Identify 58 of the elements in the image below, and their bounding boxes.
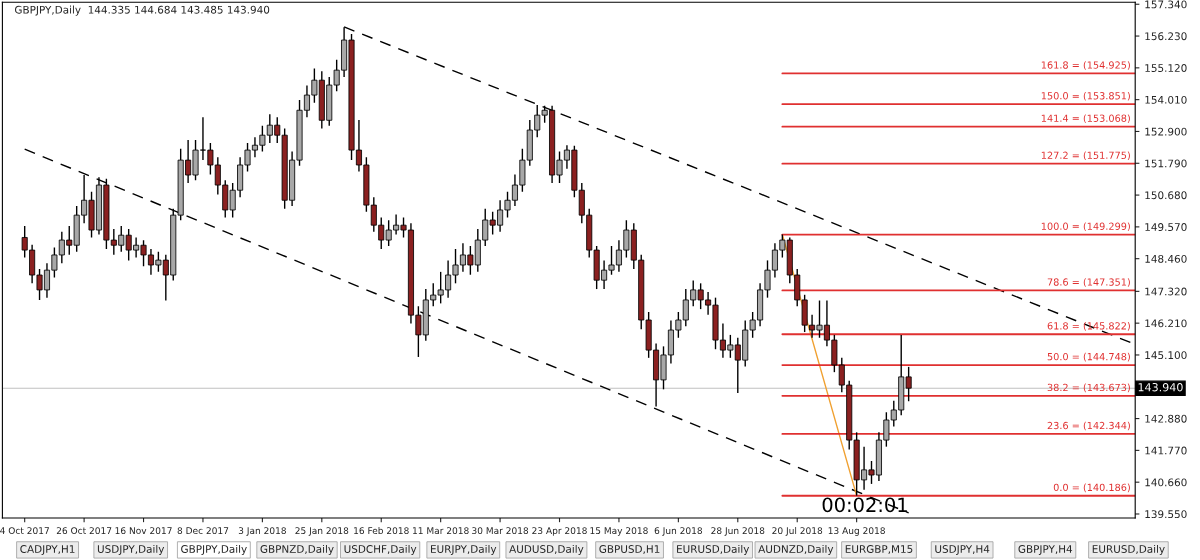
x-tick-label: 3 Jan 2018 [238,527,286,536]
y-tick-label: 147.320 [1145,287,1187,296]
ref-line-label: 23.6 = (142.344) [1047,421,1130,431]
x-tick-label: 16 Nov 2017 [115,527,172,535]
y-tick-label: 150.680 [1145,191,1187,200]
text: GBPJPY,Daily [181,544,247,555]
y-tick-label: 152.900 [1145,127,1187,136]
text: USDJPY,H4 [935,545,990,555]
x-tick-label: 4 Oct 2017 [0,527,49,535]
y-tick-label: 156.230 [1145,32,1187,41]
x-tick-label: 13 Aug 2018 [828,527,885,536]
x-tick-label: 20 Jul 2018 [772,527,823,536]
ref-line-label: 38.2 = (143.673) [1047,383,1130,393]
x-tick-label: 30 Mar 2018 [472,527,529,535]
ref-line-label: 141.4 = (153.068) [1041,114,1130,124]
x-tick-label: 28 Jun 2018 [711,527,765,536]
y-tick-label: 145.100 [1145,351,1187,360]
text: USDCHF,Daily [344,544,417,555]
text: AUDUSD,Daily [509,544,584,555]
y-tick-label: 146.210 [1145,319,1187,328]
x-tick-label: 23 Apr 2018 [532,527,587,536]
y-tick-label: 149.570 [1145,223,1187,231]
y-tick-label: 140.660 [1145,478,1187,487]
text: GBPNZD,Daily [260,544,334,555]
text: GBPJPY,H4 [1018,545,1073,555]
x-tick-label: 6 Jun 2018 [654,527,703,536]
ref-line-label: 100.0 = (149.299) [1041,222,1130,232]
ref-line-label: 78.6 = (147.351) [1047,278,1130,287]
y-tick-label: 154.010 [1145,95,1187,104]
text: CADJPY,H1 [20,545,75,555]
y-tick-label: 141.770 [1145,446,1187,455]
x-tick-label: 26 Oct 2017 [56,527,112,535]
ref-line-label: 50.0 = (144.748) [1047,352,1130,362]
ref-line-label: 143.940 [1138,383,1183,392]
y-tick-label: 148.460 [1145,254,1187,263]
text: EURGBP,M15 [845,545,913,555]
annotation: 00:02:01 [822,497,907,513]
y-tick-label: 142.880 [1145,414,1187,423]
y-tick-label: 151.790 [1145,159,1187,168]
chart-title: GBPJPY,Daily 144.335 144.684 143.485 143.940 [14,5,270,16]
text: EURUSD,Daily [677,544,750,555]
y-tick-label: 157.340 [1145,0,1187,9]
text: AUDNZD,Daily [758,544,834,555]
text: EURJPY,Daily [431,544,497,555]
ref-line-label: 0.0 = (140.186) [1053,483,1130,493]
ref-line-label: 127.2 = (151.775) [1041,151,1130,161]
y-tick-label: 139.550 [1145,510,1187,519]
text: USDJPY,Daily [97,544,165,555]
x-tick-label: 25 Jan 2018 [295,527,349,536]
text: EURUSD,Daily [1092,544,1165,555]
text: GBPUSD,H1 [599,545,660,555]
x-tick-label: 8 Dec 2017 [177,527,229,535]
x-tick-label: 15 May 2018 [590,527,648,536]
x-tick-label: 16 Feb 2018 [354,527,409,535]
ref-line-label: 150.0 = (153.851) [1041,91,1130,101]
y-tick-label: 155.120 [1145,64,1187,72]
x-tick-label: 11 Mar 2018 [413,527,469,535]
ref-line-label: 161.8 = (154.925) [1041,61,1130,70]
